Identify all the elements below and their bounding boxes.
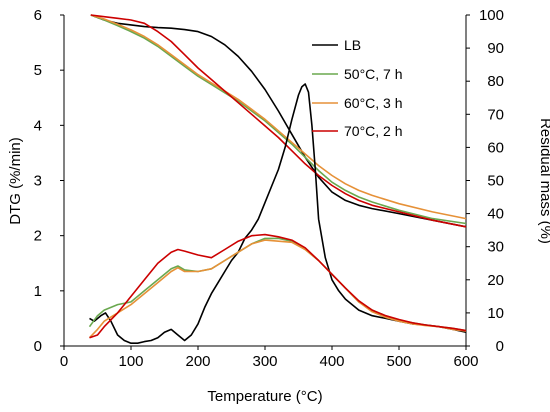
x-tick-label: 300 <box>252 353 277 370</box>
right-y-tick-label: 100 <box>479 7 504 24</box>
series-lines <box>88 14 467 345</box>
legend: LB 50°C, 7 h 60°C, 3 h 70°C, 2 h <box>312 37 403 139</box>
right-y-ticks: 0 10 20 30 40 50 60 70 80 90 100 <box>466 7 504 355</box>
right-y-tick-label: 70 <box>487 106 504 123</box>
left-y-axis-title: DTG (%/min) <box>7 137 24 225</box>
x-tick-label: 200 <box>185 353 210 370</box>
right-y-tick-label: 10 <box>487 305 504 322</box>
left-y-ticks: 0 1 2 3 4 5 6 <box>34 7 64 355</box>
legend-label-50c: 50°C, 7 h <box>344 66 403 82</box>
series-residual-mass-60-c-3-h <box>90 14 467 220</box>
right-y-axis-title: Residual mass (%) <box>537 118 550 244</box>
left-y-tick-label: 5 <box>34 62 42 79</box>
right-y-tick-label: 30 <box>487 239 504 256</box>
series-residual-mass-lb <box>90 14 467 228</box>
series-dtg-60-c-3-h <box>88 239 467 339</box>
left-y-tick-label: 1 <box>34 283 42 300</box>
left-y-tick-label: 2 <box>34 228 42 245</box>
x-tick-label: 500 <box>386 353 411 370</box>
right-y-tick-label: 50 <box>487 173 504 190</box>
x-tick-label: 600 <box>453 353 478 370</box>
x-ticks: 0 100 200 300 400 500 600 <box>60 346 479 370</box>
legend-label-lb: LB <box>344 37 361 53</box>
right-y-tick-label: 40 <box>487 206 504 223</box>
right-y-tick-label: 20 <box>487 272 504 289</box>
series-dtg-70-c-2-h <box>89 233 467 339</box>
right-y-tick-label: 80 <box>487 73 504 90</box>
left-y-tick-label: 4 <box>34 117 42 134</box>
left-y-tick-label: 3 <box>34 173 42 190</box>
right-y-tick-label: 90 <box>487 40 504 57</box>
left-y-tick-label: 0 <box>34 338 42 355</box>
series-residual-mass-50-c-7-h <box>90 14 467 225</box>
series-residual-mass-70-c-2-h <box>90 14 467 228</box>
left-y-tick-label: 6 <box>34 7 42 24</box>
right-y-tick-label: 0 <box>496 338 504 355</box>
x-axis-title: Temperature (°C) <box>207 388 322 405</box>
legend-label-70c: 70°C, 2 h <box>344 123 403 139</box>
series-dtg-lb <box>89 83 467 345</box>
right-y-tick-label: 60 <box>487 139 504 156</box>
legend-label-60c: 60°C, 3 h <box>344 95 403 111</box>
x-tick-label: 0 <box>60 353 68 370</box>
x-tick-label: 100 <box>118 353 143 370</box>
x-tick-label: 400 <box>319 353 344 370</box>
